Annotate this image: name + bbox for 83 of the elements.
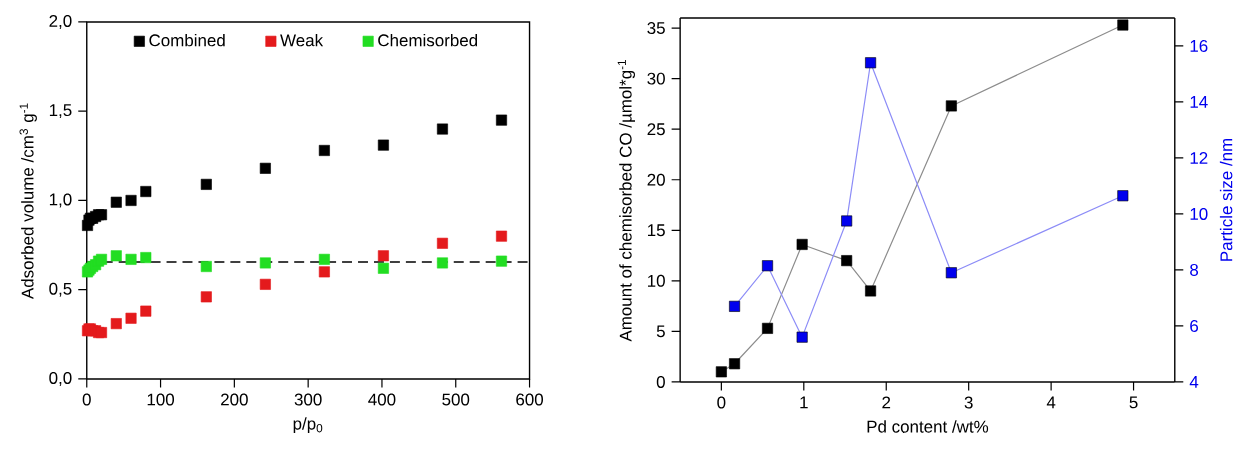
point: [259, 162, 271, 174]
y-tick-label: 5: [656, 325, 665, 338]
point: [200, 179, 212, 190]
point: [1117, 190, 1129, 202]
y2-tick-label: 14: [1190, 96, 1208, 108]
point: [436, 123, 448, 135]
y-tick-label: 10: [648, 274, 665, 287]
y-tick-label: 0,5: [49, 282, 72, 297]
x-tick-label: 2: [882, 396, 891, 409]
point: [318, 266, 330, 278]
x-tick-label: 200: [221, 393, 248, 406]
x-tick-label: 5: [1129, 396, 1138, 409]
point: [259, 278, 271, 290]
y2-tick-label: 4: [1189, 376, 1199, 388]
y-axis-title: Adsorbed volume /cm$^{3}$ g$^{-1}$: [19, 103, 37, 300]
point: [377, 262, 389, 274]
x-tick-label: 600: [516, 393, 544, 406]
point: [436, 237, 448, 249]
x-tick-label: 100: [147, 393, 175, 406]
point: [110, 196, 122, 208]
legend-label: Combined: [149, 33, 225, 47]
point: [715, 366, 727, 378]
point: [796, 331, 808, 343]
point: [318, 253, 330, 265]
y2-tick-label: 6: [1190, 320, 1199, 333]
x-axis-title: Pd content /wt%: [867, 420, 989, 433]
point: [140, 305, 152, 317]
x-axis-title: p/p$_{0}$: [293, 417, 323, 434]
point: [496, 114, 507, 126]
x-tick-label: 0: [82, 393, 91, 406]
point: [318, 145, 330, 157]
y-tick-label: 30: [647, 72, 665, 85]
point: [125, 312, 137, 324]
x-tick-label: 4: [1046, 396, 1056, 409]
point: [796, 239, 808, 251]
point: [110, 250, 122, 262]
y-tick-label: 20: [647, 173, 665, 186]
y-tick-label: 25: [647, 123, 665, 136]
x-tick-label: 0: [717, 396, 726, 409]
point: [945, 267, 957, 279]
point: [762, 322, 774, 334]
x-tick-label: 1: [800, 396, 808, 409]
y2-tick-label: 8: [1190, 264, 1199, 277]
y-tick-label: 15: [648, 224, 665, 237]
y-axis-title: Amount of chemisorbed CO /µmol*g$^{-1}$: [617, 60, 636, 342]
point: [762, 260, 774, 272]
x-tick-label: 500: [442, 393, 470, 406]
y-tick-label: 35: [647, 22, 665, 35]
y-tick-label: 1,5: [49, 104, 72, 119]
x-tick-label: 400: [368, 393, 396, 406]
point: [729, 300, 741, 312]
point: [125, 253, 137, 265]
y2-tick-label: 10: [1190, 208, 1208, 221]
point: [377, 250, 389, 262]
point: [1117, 19, 1129, 31]
x-tick-label: 300: [294, 393, 322, 406]
point: [945, 100, 957, 112]
point: [841, 255, 853, 267]
point: [865, 57, 877, 69]
y2-tick-label: 12: [1190, 152, 1208, 164]
legend-label: Weak: [280, 33, 324, 47]
point: [140, 186, 152, 198]
point: [436, 257, 448, 269]
y-tick-label: 0,0: [49, 372, 72, 387]
point: [200, 291, 212, 303]
legend-label: Chemisorbed: [378, 33, 478, 47]
point: [729, 358, 741, 370]
point: [865, 285, 877, 297]
y-tick-label: 1,0: [49, 193, 72, 208]
x-tick-label: 3: [964, 396, 973, 409]
point: [259, 257, 271, 269]
point: [841, 215, 853, 227]
point: [496, 255, 507, 267]
point: [110, 318, 122, 330]
point: [377, 139, 389, 151]
point: [140, 252, 152, 264]
point: [496, 230, 507, 242]
point: [125, 195, 137, 207]
y-tick-label: 2,0: [49, 15, 72, 30]
y2-tick-label: 16: [1190, 40, 1208, 53]
y-tick-label: 0: [656, 376, 665, 389]
y2-axis-title: Particle size /nm: [1219, 139, 1233, 261]
point: [200, 261, 212, 273]
